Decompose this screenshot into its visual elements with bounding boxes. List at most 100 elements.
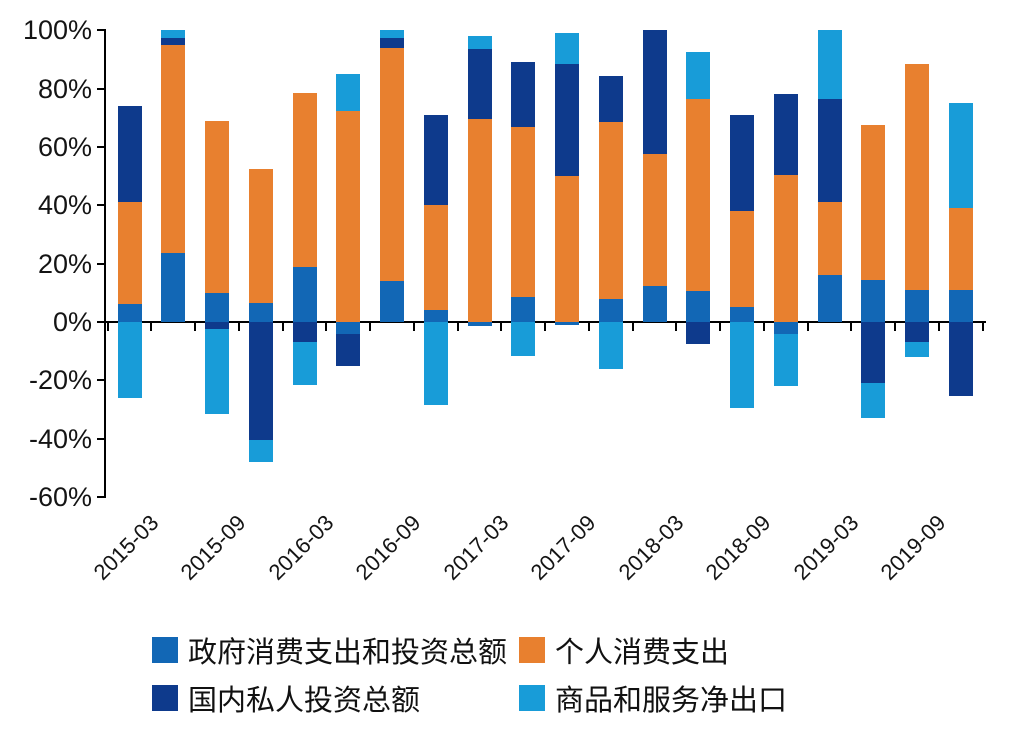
bar-segment: [248, 168, 273, 304]
bar-segment: [861, 383, 886, 419]
legend-label: 个人消费支出: [555, 637, 730, 669]
bar-segment: [467, 36, 492, 50]
x-tick-mark: [806, 322, 809, 331]
legend-item: 国内私人投资总额: [152, 677, 519, 719]
bar-segment: [598, 298, 623, 322]
legend: 政府消费支出和投资总额 个人消费支出国内私人投资总额 商品和服务净出口: [152, 626, 787, 722]
bar-segment: [248, 440, 273, 462]
bar-segment: [642, 30, 667, 155]
y-tick-mark: [97, 29, 105, 32]
bar-segment: [817, 30, 842, 99]
y-tick-label: 60%: [37, 131, 92, 162]
x-tick-mark: [544, 322, 547, 331]
bar-segment: [730, 307, 754, 322]
y-tick-label: 100%: [22, 15, 92, 46]
bar-segment: [730, 322, 754, 409]
bar-segment: [905, 63, 929, 290]
bar-segment: [292, 342, 317, 385]
bar-segment: [117, 322, 142, 398]
bar-segment: [730, 114, 754, 212]
x-tick-mark: [500, 322, 503, 331]
bar-segment: [161, 30, 186, 38]
bar-segment: [467, 49, 492, 120]
bar-segment: [598, 322, 623, 369]
bar-segment: [642, 154, 667, 286]
bar-segment: [336, 110, 361, 322]
bar-segment: [380, 281, 404, 322]
bar-segment: [205, 329, 229, 414]
x-tick-label: 2017-09: [525, 510, 601, 585]
bar-segment: [730, 211, 754, 308]
x-tick-label: 2016-09: [350, 510, 426, 585]
bar-segment: [117, 202, 142, 305]
legend-label: 商品和服务净出口: [555, 685, 788, 717]
x-tick-mark: [150, 322, 153, 331]
legend-swatch-icon: [152, 685, 178, 711]
y-tick-mark: [97, 204, 105, 207]
bar-segment: [423, 114, 448, 206]
legend-swatch-icon: [519, 685, 545, 711]
x-tick-label: 2016-03: [263, 510, 339, 585]
y-tick-mark: [97, 87, 105, 90]
x-tick-mark: [456, 322, 459, 331]
bar-segment: [161, 253, 186, 322]
legend-label: 国内私人投资总额: [188, 685, 421, 717]
bar-segment: [205, 322, 229, 330]
y-tick-label: -40%: [28, 423, 92, 454]
bar-segment: [161, 37, 186, 45]
bar-segment: [555, 322, 579, 325]
bar-segment: [861, 279, 886, 322]
legend-item: 商品和服务净出口: [519, 677, 787, 719]
x-tick-label: 2019-09: [875, 510, 951, 585]
y-tick-mark: [97, 496, 105, 498]
bar-segment: [861, 125, 886, 280]
bar-segment: [336, 322, 361, 334]
bar-segment: [292, 322, 317, 343]
y-tick-mark: [97, 379, 105, 382]
bar-segment: [511, 126, 536, 298]
bar-segment: [817, 202, 842, 276]
x-tick-mark: [675, 322, 678, 331]
y-axis-line: [104, 29, 106, 498]
y-tick-mark: [97, 145, 105, 148]
bar-segment: [817, 98, 842, 203]
x-tick-mark: [237, 322, 240, 331]
bar-segment: [773, 322, 798, 334]
bar-segment: [205, 120, 229, 293]
bar-segment: [248, 303, 273, 322]
bar-segment: [467, 322, 492, 327]
x-tick-mark: [369, 322, 372, 331]
bar-segment: [686, 98, 711, 292]
bar-segment: [555, 63, 579, 177]
y-tick-label: 40%: [37, 190, 92, 221]
bar-segment: [336, 333, 361, 366]
x-tick-mark: [981, 322, 984, 331]
x-tick-mark: [325, 322, 328, 331]
y-tick-mark: [97, 437, 105, 440]
bar-segment: [948, 289, 973, 322]
bar-segment: [511, 62, 536, 127]
bar-segment: [905, 289, 929, 322]
bar-segment: [205, 292, 229, 322]
bar-segment: [380, 30, 404, 38]
bar-segment: [423, 322, 448, 406]
x-tick-label: 2015-09: [175, 510, 251, 585]
x-tick-mark: [587, 322, 590, 331]
bar-segment: [598, 122, 623, 299]
x-tick-label: 2018-09: [700, 510, 776, 585]
y-tick-label: 20%: [37, 248, 92, 279]
bar-segment: [336, 74, 361, 111]
legend-item: 政府消费支出和投资总额: [152, 629, 519, 671]
bar-segment: [423, 310, 448, 322]
x-tick-mark: [719, 322, 722, 331]
bar-segment: [905, 342, 929, 357]
y-tick-mark: [97, 321, 105, 323]
bar-segment: [948, 322, 973, 397]
x-tick-label: 2019-03: [788, 510, 864, 585]
bar-segment: [248, 322, 273, 441]
bar-segment: [773, 333, 798, 387]
x-tick-mark: [281, 322, 284, 331]
bar-segment: [555, 176, 579, 322]
x-tick-mark: [631, 322, 634, 331]
legend-swatch-icon: [519, 637, 545, 663]
